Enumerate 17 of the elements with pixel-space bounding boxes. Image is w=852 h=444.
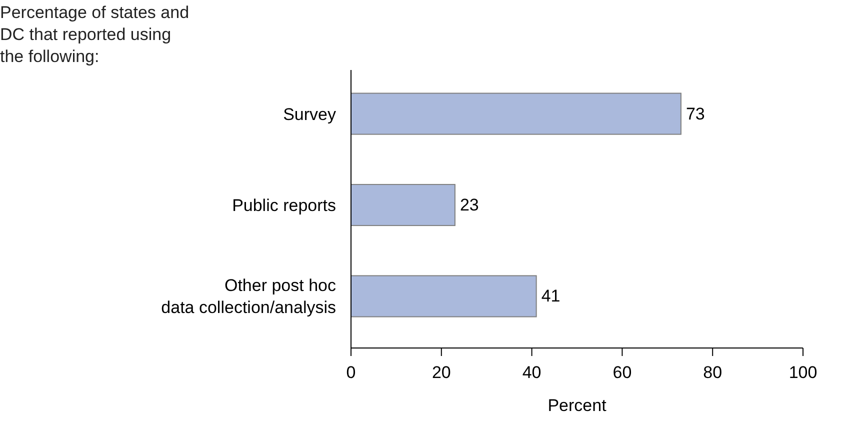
- x-tick-label: 100: [788, 363, 818, 382]
- x-tick-label: 60: [612, 363, 632, 382]
- text: Percentage of states and DC that reported using the following:: [0, 3, 190, 66]
- y-tick-label: Other post hoc data collection/analysis: [161, 276, 336, 317]
- y-tick-label: Public reports: [232, 196, 336, 214]
- x-tick-label: 0: [346, 363, 356, 382]
- x-tick-label: 80: [703, 363, 722, 382]
- x-axis-title: Percent: [548, 396, 607, 415]
- y-tick-label: Survey: [283, 104, 336, 124]
- x-tick-label: 40: [522, 363, 542, 382]
- data-label: 73: [686, 104, 705, 124]
- bar: [350, 92, 682, 135]
- data-label: 41: [541, 286, 560, 306]
- data-label: 23: [460, 196, 479, 214]
- bar: [350, 184, 456, 226]
- x-tick-label: 20: [432, 363, 451, 382]
- bar: [350, 275, 537, 318]
